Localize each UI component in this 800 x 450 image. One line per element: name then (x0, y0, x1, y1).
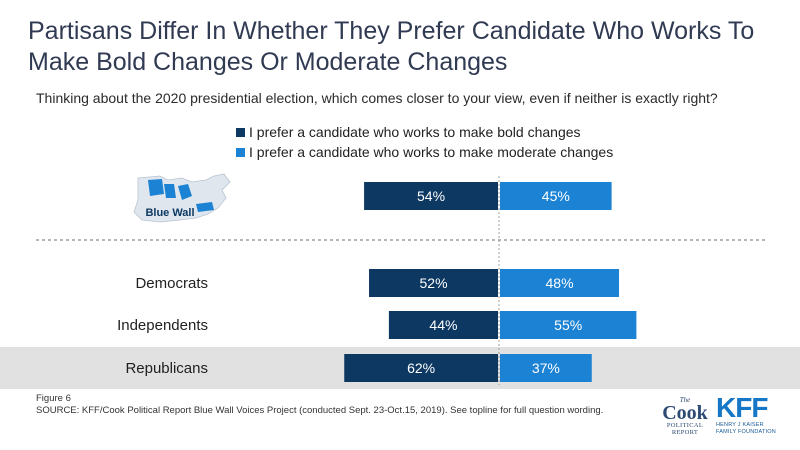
data-label-bold: 52% (420, 275, 448, 291)
kff-logo-sub2: FAMILY FOUNDATION (716, 428, 776, 435)
legend-item-bold: I prefer a candidate who works to make b… (236, 122, 613, 142)
legend-label-bold: I prefer a candidate who works to make b… (249, 124, 581, 140)
kff-logo-sub1: HENRY J KAISER (716, 422, 764, 428)
data-label-bold: 44% (429, 317, 457, 333)
legend-item-moderate: I prefer a candidate who works to make m… (236, 142, 613, 162)
data-label-bold: 62% (407, 360, 435, 376)
bar-moderate (500, 354, 592, 382)
data-label-moderate: 37% (532, 360, 560, 376)
chart-title: Partisans Differ In Whether They Prefer … (28, 17, 755, 76)
legend-swatch-bold (236, 127, 245, 137)
data-label-moderate: 48% (546, 275, 574, 291)
michigan-shape (178, 184, 192, 200)
kff-logo-name: KFF (716, 392, 768, 423)
blue-wall-map (133, 173, 231, 223)
chart-subtitle: Thinking about the 2020 presidential ele… (36, 90, 718, 106)
cook-political-report-logo: The Cook POLITICAL REPORT (660, 396, 710, 436)
data-label-moderate: 55% (554, 317, 582, 333)
legend-label-moderate: I prefer a candidate who works to make m… (249, 144, 614, 160)
source-note: SOURCE: KFF/Cook Political Report Blue W… (36, 405, 604, 416)
footer: Figure 6 SOURCE: KFF/Cook Political Repo… (36, 393, 603, 417)
wisconsin-shape (164, 184, 176, 198)
category-label: Democrats (135, 275, 208, 292)
cook-logo-sub2: REPORT (671, 429, 699, 436)
pennsylvania-shape (196, 202, 214, 212)
bar-bold (369, 269, 498, 297)
cook-logo-name: Cook (662, 402, 708, 424)
data-label-bold: 54% (417, 188, 445, 204)
bar-bold (364, 182, 498, 210)
data-label-moderate: 45% (542, 188, 570, 204)
figure-number: Figure 6 (36, 393, 71, 404)
legend-swatch-moderate (236, 147, 245, 157)
bar-bold (388, 311, 498, 339)
kff-logo: KFF HENRY J KAISER FAMILY FOUNDATION (716, 394, 776, 435)
map-label: Blue Wall (145, 207, 194, 219)
minnesota-shape (148, 179, 164, 196)
cook-logo-sub1: POLITICAL (666, 422, 704, 429)
bar-moderate (500, 311, 637, 339)
bar-moderate (500, 269, 620, 297)
legend: I prefer a candidate who works to make b… (236, 122, 613, 162)
cook-logo-the: The (679, 396, 691, 404)
category-label: Republicans (125, 360, 208, 377)
category-label: Independents (117, 317, 208, 334)
bar-moderate (500, 182, 612, 210)
bar-bold (344, 354, 498, 382)
